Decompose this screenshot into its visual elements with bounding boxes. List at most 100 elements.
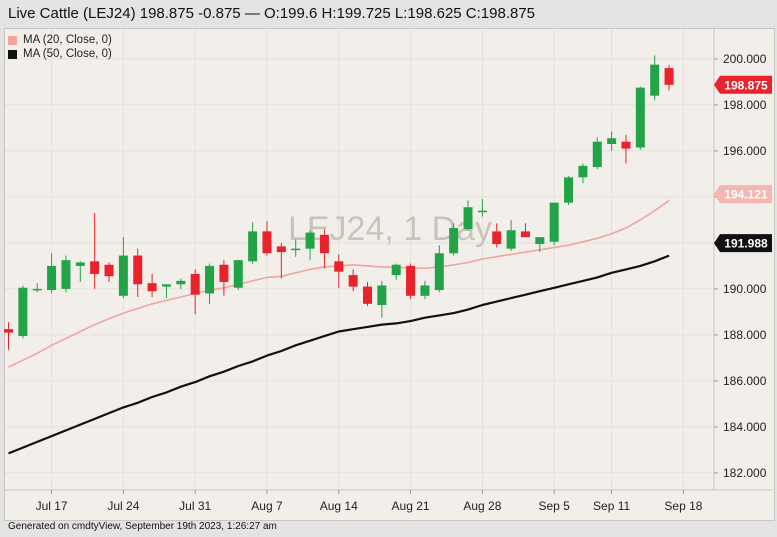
candle bbox=[477, 199, 487, 217]
candle bbox=[564, 176, 574, 205]
legend-item-ma20[interactable]: MA (20, Close, 0) bbox=[8, 33, 112, 47]
candle bbox=[621, 134, 631, 164]
candle bbox=[18, 285, 28, 339]
candle bbox=[161, 284, 171, 299]
last-value-tag-bg bbox=[714, 75, 772, 94]
candle bbox=[133, 248, 143, 297]
candle-body bbox=[305, 232, 315, 249]
candle-body bbox=[363, 286, 372, 304]
legend-swatch-ma20 bbox=[8, 35, 17, 45]
candle bbox=[549, 202, 559, 246]
candle-body bbox=[463, 207, 473, 230]
candle bbox=[449, 223, 459, 256]
candle-body bbox=[161, 284, 171, 287]
chart-header: Live Cattle (LEJ24) 198.875 -0.875 — O:1… bbox=[0, 0, 777, 28]
candle bbox=[118, 237, 128, 299]
candle-body bbox=[334, 261, 344, 272]
candle bbox=[363, 282, 372, 307]
last-value-tag: 191.988 bbox=[714, 234, 772, 253]
candle-body bbox=[434, 253, 444, 291]
candle-body bbox=[104, 264, 114, 277]
candle bbox=[434, 245, 444, 293]
x-tick-label: Aug 7 bbox=[251, 499, 283, 513]
chart-watermark: LEJ24, 1 Day bbox=[288, 210, 492, 248]
candle bbox=[61, 255, 71, 293]
candle-body bbox=[90, 261, 100, 274]
candle bbox=[4, 322, 13, 350]
candle bbox=[391, 263, 401, 280]
legend-swatch-ma50 bbox=[8, 49, 17, 59]
x-tick-label: Sep 11 bbox=[593, 499, 630, 513]
candle bbox=[319, 229, 329, 269]
y-tick-label: 198.000 bbox=[723, 98, 767, 112]
candle bbox=[463, 200, 473, 231]
y-tick-label: 200.000 bbox=[723, 52, 767, 66]
candle-body bbox=[564, 177, 574, 203]
candle bbox=[664, 65, 674, 91]
last-value-tag: 198.875 bbox=[714, 75, 772, 94]
candle-body bbox=[420, 285, 430, 296]
candle-body bbox=[549, 202, 559, 242]
candle-body bbox=[535, 237, 545, 245]
time-axis: Jul 17 Jul 24 Jul 31 Aug 7 Aug 14 Aug 21 Aug 2… bbox=[36, 490, 703, 513]
candle-body bbox=[578, 165, 588, 178]
last-value-labels: 198.875 194.121 191.988 bbox=[714, 75, 772, 253]
y-tick-label: 190.000 bbox=[723, 282, 767, 296]
candle bbox=[635, 86, 645, 150]
candle-body bbox=[276, 246, 286, 253]
candle bbox=[233, 260, 243, 291]
legend-item-ma50[interactable]: MA (50, Close, 0) bbox=[8, 47, 112, 61]
candle-body bbox=[348, 275, 358, 287]
chart-area[interactable] bbox=[4, 28, 775, 521]
candle-body bbox=[32, 288, 42, 291]
candle bbox=[506, 219, 516, 251]
x-tick-label: Jul 17 bbox=[36, 499, 68, 513]
legend-label-ma20: MA (20, Close, 0) bbox=[23, 34, 112, 46]
candle-body bbox=[133, 255, 143, 285]
x-tick-label: Sep 18 bbox=[664, 499, 702, 513]
last-value-tag-label: 198.875 bbox=[724, 78, 768, 92]
candle bbox=[578, 163, 588, 184]
candle bbox=[219, 260, 229, 296]
candle bbox=[90, 213, 100, 289]
candle bbox=[334, 254, 344, 288]
candle bbox=[147, 273, 157, 297]
y-tick-label: 196.000 bbox=[723, 144, 767, 158]
candle-body bbox=[190, 273, 200, 295]
candle-body bbox=[520, 231, 530, 238]
candle-body bbox=[75, 262, 85, 266]
price-axis: 182.000184.000186.000188.000190.000192.0… bbox=[714, 52, 767, 480]
y-tick-label: 182.000 bbox=[723, 466, 767, 480]
candle bbox=[492, 223, 502, 248]
x-tick-label: Sep 5 bbox=[539, 499, 571, 513]
y-tick-label: 184.000 bbox=[723, 420, 767, 434]
candle bbox=[104, 262, 114, 282]
x-tick-label: Jul 31 bbox=[179, 499, 211, 513]
candle-body bbox=[506, 230, 516, 249]
x-tick-label: Aug 28 bbox=[463, 499, 501, 513]
candle bbox=[276, 242, 286, 279]
legend-label-ma50: MA (50, Close, 0) bbox=[23, 48, 112, 60]
candle-body bbox=[650, 64, 660, 96]
candle bbox=[377, 280, 387, 318]
candle bbox=[190, 269, 200, 315]
candle-body bbox=[147, 283, 157, 292]
candle bbox=[520, 223, 530, 238]
candle bbox=[47, 253, 57, 294]
candle-body bbox=[205, 265, 215, 294]
candle-body bbox=[319, 234, 329, 254]
candle-body bbox=[233, 260, 243, 288]
candle bbox=[348, 269, 358, 292]
candle bbox=[75, 261, 85, 282]
y-tick-label: 188.000 bbox=[723, 328, 767, 342]
candle-body bbox=[377, 285, 387, 305]
last-value-tag-label: 191.988 bbox=[724, 237, 768, 251]
candle bbox=[32, 283, 42, 293]
candle-body bbox=[291, 248, 301, 251]
candle bbox=[291, 239, 301, 257]
candle-body bbox=[449, 227, 459, 254]
candles bbox=[4, 55, 674, 350]
candle bbox=[406, 263, 416, 300]
candle bbox=[305, 230, 315, 261]
